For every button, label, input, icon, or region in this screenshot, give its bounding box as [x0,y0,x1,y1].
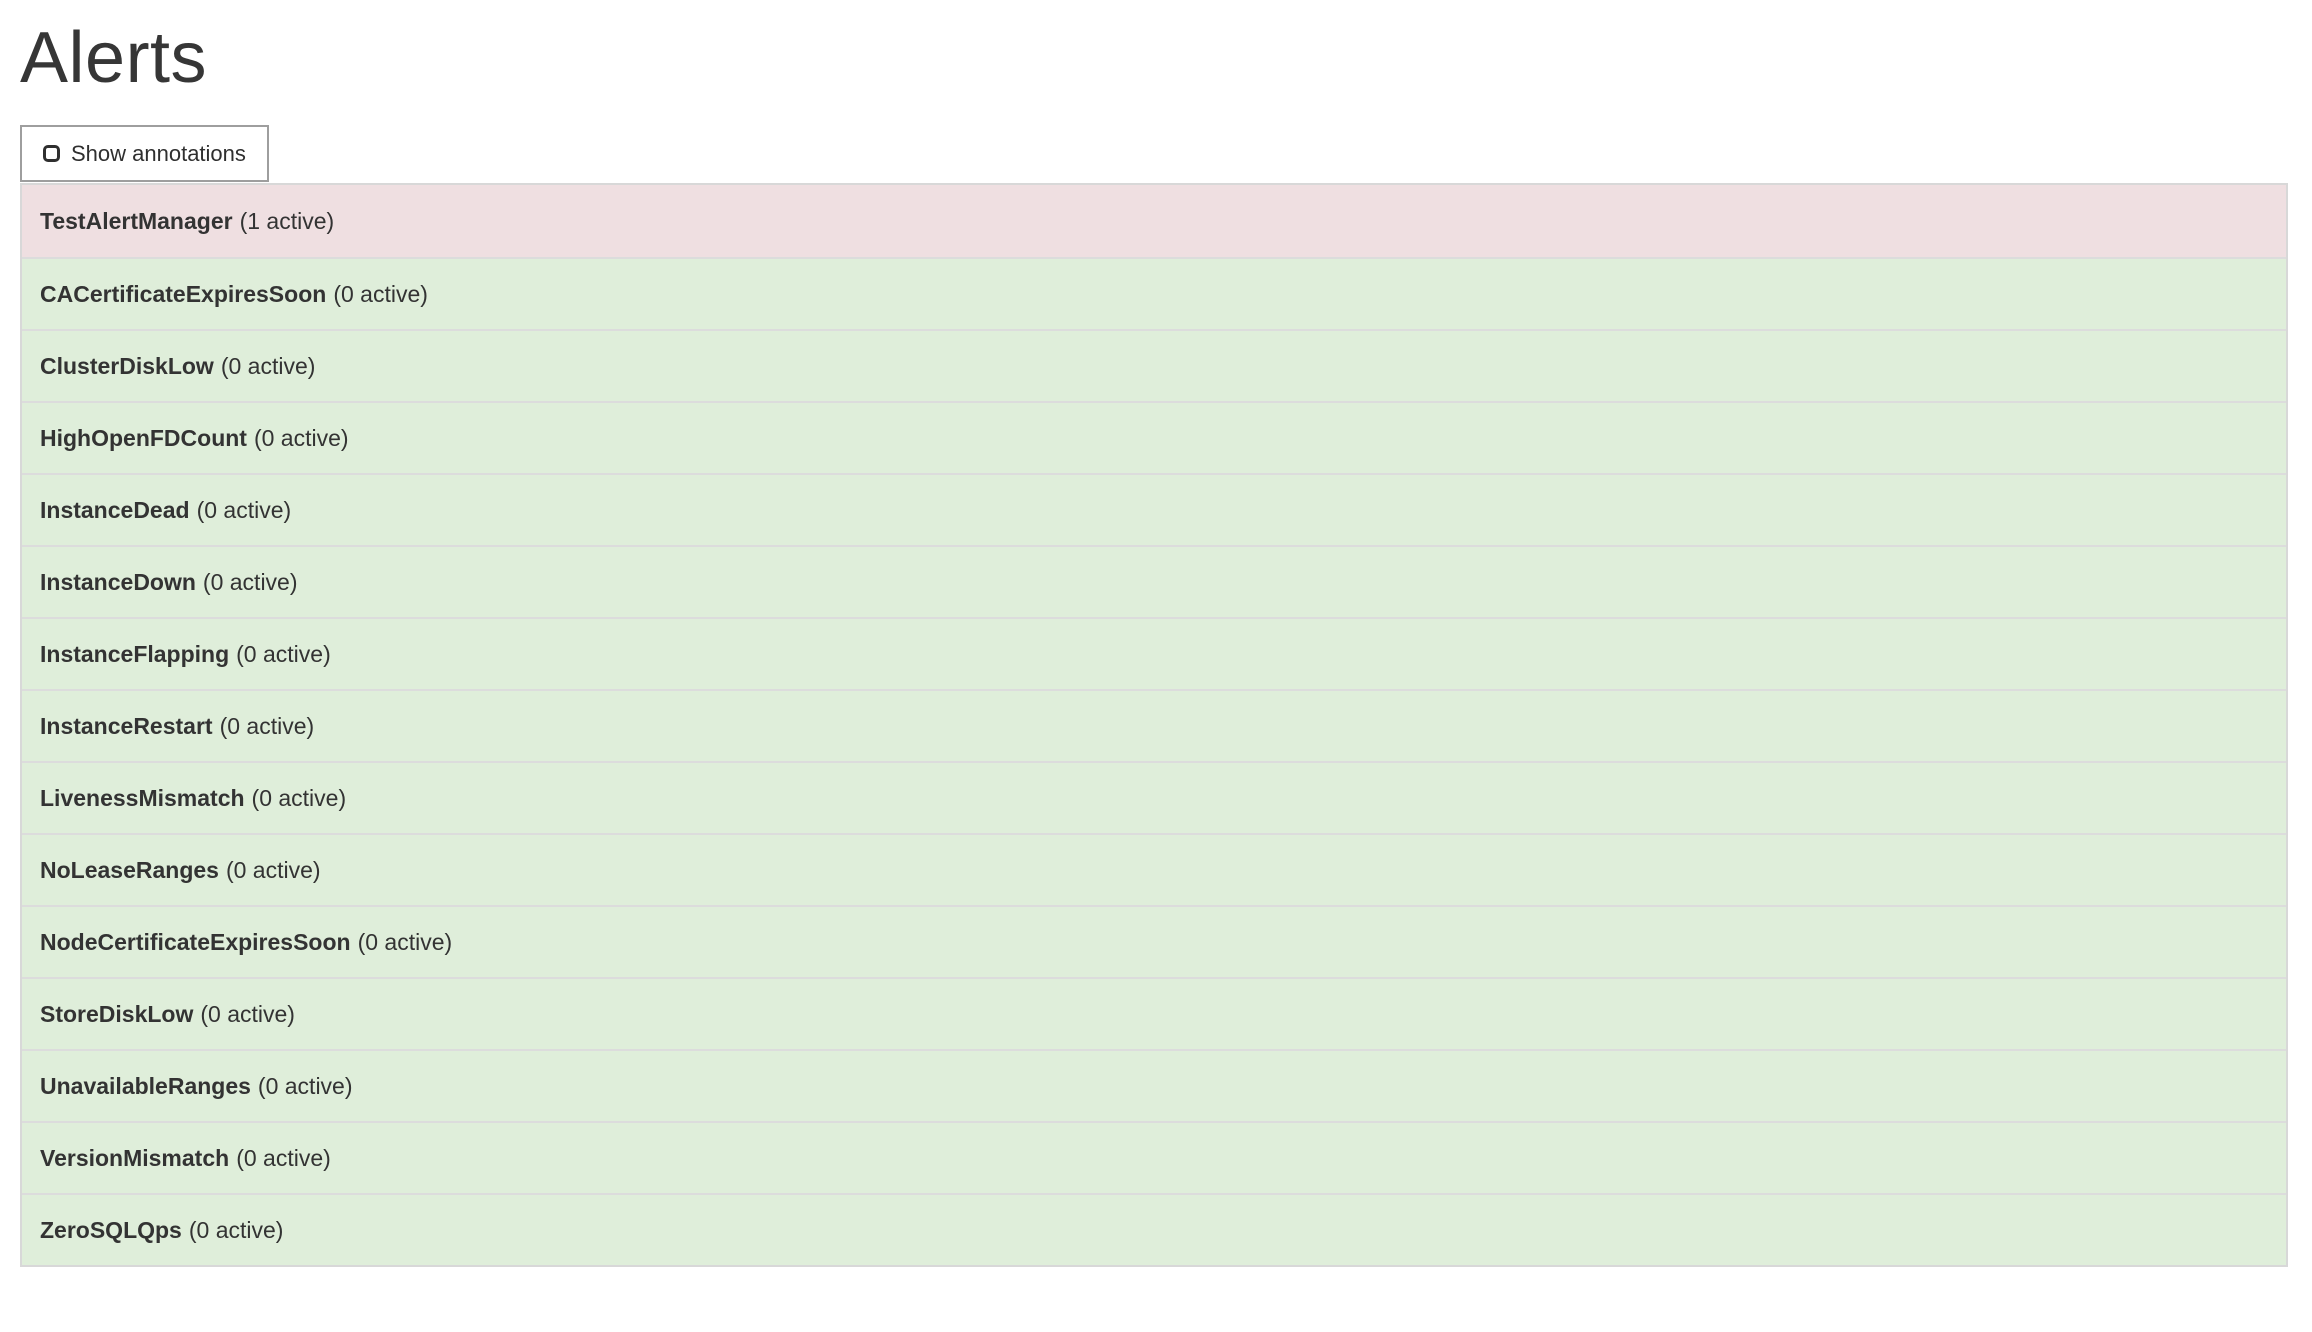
alert-active-count: (0 active) [225,856,321,883]
alert-row-CACertificateExpiresSoon[interactable]: CACertificateExpiresSoon (0 active) [22,257,2286,329]
alert-row-InstanceDead[interactable]: InstanceDead (0 active) [22,473,2286,545]
alert-active-count: (0 active) [251,784,347,811]
alert-name: LivenessMismatch [40,784,245,811]
show-annotations-button[interactable]: Show annotations [20,125,269,182]
alert-name: ZeroSQLQps [40,1216,182,1243]
alerts-table: TestAlertManager (1 active) CACertificat… [20,183,2288,1267]
alert-active-count: (0 active) [196,496,292,523]
alert-active-count: (0 active) [253,424,349,451]
alert-row-LivenessMismatch[interactable]: LivenessMismatch (0 active) [22,761,2286,833]
alert-name: NodeCertificateExpiresSoon [40,928,351,955]
alert-active-count: (0 active) [188,1216,284,1243]
show-annotations-label: Show annotations [71,140,246,166]
alert-active-count: (1 active) [239,207,335,234]
alert-name: StoreDiskLow [40,1000,194,1027]
page-title: Alerts [20,18,208,98]
alert-name: NoLeaseRanges [40,856,219,883]
alert-row-UnavailableRanges[interactable]: UnavailableRanges (0 active) [22,1049,2286,1121]
alert-row-TestAlertManager[interactable]: TestAlertManager (1 active) [22,185,2286,257]
alert-active-count: (0 active) [333,280,428,307]
alert-row-InstanceFlapping[interactable]: InstanceFlapping (0 active) [22,617,2286,689]
alert-name: InstanceDead [40,496,190,523]
alert-row-NoLeaseRanges[interactable]: NoLeaseRanges (0 active) [22,833,2286,905]
alert-active-count: (0 active) [202,568,298,595]
alert-name: UnavailableRanges [40,1072,251,1099]
alert-name: ClusterDiskLow [40,352,214,379]
alert-active-count: (0 active) [200,1000,295,1027]
alert-row-NodeCertificateExpiresSoon[interactable]: NodeCertificateExpiresSoon (0 active) [22,905,2286,977]
alert-name: CACertificateExpiresSoon [40,280,327,307]
alert-active-count: (0 active) [236,640,331,667]
alert-active-count: (0 active) [257,1072,353,1099]
alerts-page: Alerts Show annotations TestAlertManager… [20,18,2288,1267]
alert-row-ClusterDiskLow[interactable]: ClusterDiskLow (0 active) [22,329,2286,401]
alert-row-InstanceRestart[interactable]: InstanceRestart (0 active) [22,689,2286,761]
checkbox-unchecked-icon[interactable] [43,145,60,162]
alert-active-count: (0 active) [357,928,453,955]
alert-active-count: (0 active) [219,712,315,739]
alert-name: InstanceDown [40,568,196,595]
alert-name: HighOpenFDCount [40,424,247,451]
alert-row-ZeroSQLQps[interactable]: ZeroSQLQps (0 active) [22,1193,2286,1265]
alert-name: InstanceFlapping [40,640,230,667]
alert-row-StoreDiskLow[interactable]: StoreDiskLow (0 active) [22,977,2286,1049]
alert-name: TestAlertManager [40,207,233,234]
alert-name: VersionMismatch [40,1144,230,1171]
alert-active-count: (0 active) [236,1144,331,1171]
alert-name: InstanceRestart [40,712,213,739]
alert-row-HighOpenFDCount[interactable]: HighOpenFDCount (0 active) [22,401,2286,473]
alert-row-InstanceDown[interactable]: InstanceDown (0 active) [22,545,2286,617]
alert-active-count: (0 active) [220,352,316,379]
alert-row-VersionMismatch[interactable]: VersionMismatch (0 active) [22,1121,2286,1193]
